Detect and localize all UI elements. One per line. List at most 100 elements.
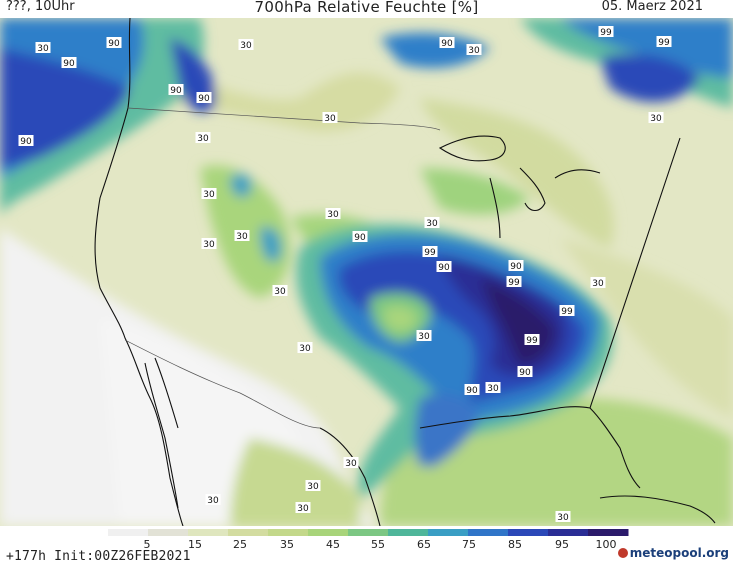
svg-text:30: 30: [327, 210, 339, 220]
svg-text:30: 30: [240, 41, 252, 51]
header-bar: ???, 10Uhr 700hPa Relative Feuchte [%] 0…: [0, 0, 733, 18]
legend-tick-label: 95: [555, 538, 569, 550]
contour-label: 30: [555, 511, 571, 523]
contour-label: 99: [559, 305, 575, 317]
legend-tick-label: 85: [508, 538, 522, 550]
svg-text:30: 30: [236, 232, 248, 242]
legend-color-segment: [468, 529, 509, 536]
svg-text:90: 90: [63, 59, 75, 69]
legend-color-segment: [228, 529, 269, 536]
contour-label: 30: [305, 480, 321, 492]
legend-bar: 5 15 25 35 45 55 65 75 85 95 100: [108, 529, 629, 551]
contour-label: 30: [295, 502, 311, 514]
run-info: +177h Init:00Z26FEB2021: [6, 549, 191, 564]
svg-text:90: 90: [438, 263, 450, 273]
svg-text:30: 30: [307, 482, 319, 492]
svg-text:90: 90: [466, 386, 478, 396]
contour-label: 30: [648, 112, 664, 124]
contour-label: 90: [61, 57, 77, 69]
meteopool-logo[interactable]: meteopool.org: [617, 546, 729, 560]
svg-text:30: 30: [37, 44, 49, 54]
contour-label: 90: [439, 37, 455, 49]
svg-text:30: 30: [650, 114, 662, 124]
contour-label: 99: [506, 276, 522, 288]
valid-time-label: ???, 10Uhr: [6, 0, 75, 14]
legend-tick-label: 5: [144, 538, 151, 550]
contour-label: 30: [234, 230, 250, 242]
legend-tick-label: 45: [326, 538, 340, 550]
contour-label: 90: [352, 231, 368, 243]
contour-label: 99: [656, 36, 672, 48]
svg-text:30: 30: [592, 279, 604, 289]
contour-label: 30: [238, 39, 254, 51]
logo-text: meteopool.org: [629, 546, 729, 560]
legend-tick-label: 100: [596, 538, 617, 550]
contour-label: 30: [343, 457, 359, 469]
legend-color-segment: [588, 529, 629, 536]
contour-label: 30: [35, 42, 51, 54]
contour-label: 30: [201, 188, 217, 200]
svg-text:30: 30: [468, 46, 480, 56]
svg-text:30: 30: [557, 513, 569, 523]
coastlines: [94, 18, 716, 526]
svg-text:30: 30: [207, 496, 219, 506]
contour-label: 99: [524, 334, 540, 346]
contour-label: 90: [168, 84, 184, 96]
svg-text:30: 30: [418, 332, 430, 342]
svg-text:30: 30: [297, 504, 309, 514]
legend-color-segment: [108, 529, 149, 536]
date-label: 05. Maerz 2021: [601, 0, 703, 14]
contour-label: 30: [195, 132, 211, 144]
svg-text:90: 90: [510, 262, 522, 272]
contour-label: 90: [196, 92, 212, 104]
svg-text:90: 90: [108, 39, 120, 49]
map-title: 700hPa Relative Feuchte [%]: [254, 0, 479, 16]
svg-text:99: 99: [526, 336, 538, 346]
contour-label: 30: [590, 277, 606, 289]
legend-tick-label: 55: [371, 538, 385, 550]
svg-text:30: 30: [197, 134, 209, 144]
svg-text:90: 90: [20, 137, 32, 147]
contour-label: 30: [325, 208, 341, 220]
svg-text:90: 90: [519, 368, 531, 378]
svg-text:30: 30: [324, 114, 336, 124]
legend-color-segment: [148, 529, 189, 536]
contour-label: 30: [466, 44, 482, 56]
svg-text:30: 30: [487, 384, 499, 394]
legend-color-segment: [428, 529, 469, 536]
contour-label: 90: [464, 384, 480, 396]
legend-color-segment: [348, 529, 389, 536]
legend-color-segment: [388, 529, 429, 536]
svg-text:30: 30: [426, 219, 438, 229]
contour-label: 30: [272, 285, 288, 297]
legend-color-segment: [188, 529, 229, 536]
svg-text:30: 30: [203, 190, 215, 200]
contour-label: 30: [485, 382, 501, 394]
svg-text:30: 30: [299, 344, 311, 354]
contour-label: 30: [205, 494, 221, 506]
contour-label: 30: [322, 112, 338, 124]
legend-tick-label: 15: [188, 538, 202, 550]
contour-label: 99: [598, 26, 614, 38]
svg-text:30: 30: [274, 287, 286, 297]
svg-text:99: 99: [508, 278, 520, 288]
svg-text:90: 90: [441, 39, 453, 49]
svg-text:30: 30: [203, 240, 215, 250]
svg-text:99: 99: [424, 248, 436, 258]
svg-text:90: 90: [170, 86, 182, 96]
svg-text:99: 99: [600, 28, 612, 38]
contour-label: 90: [508, 260, 524, 272]
contour-label: 30: [416, 330, 432, 342]
contour-label: 30: [297, 342, 313, 354]
svg-text:90: 90: [354, 233, 366, 243]
contour-label: 90: [106, 37, 122, 49]
contour-label: 90: [18, 135, 34, 147]
svg-text:99: 99: [658, 38, 670, 48]
svg-text:90: 90: [198, 94, 210, 104]
contour-label: 90: [517, 366, 533, 378]
contour-label: 99: [422, 246, 438, 258]
legend-tick-label: 25: [233, 538, 247, 550]
legend-tick-label: 75: [462, 538, 476, 550]
